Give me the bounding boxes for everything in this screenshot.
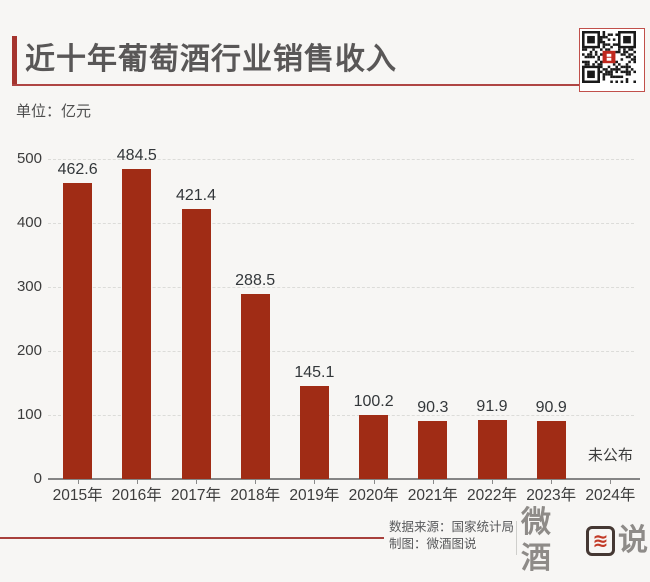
x-axis-tick-label: 2020年 [348, 487, 399, 504]
logo-text-left: 微酒 [521, 506, 553, 575]
x-axis-tick [255, 480, 257, 484]
qr-code-icon [579, 28, 645, 92]
y-axis-tick-label: 300 [16, 278, 42, 295]
x-axis-tick [77, 480, 79, 484]
bar [63, 182, 93, 479]
bar [181, 209, 211, 479]
x-axis-tick [610, 480, 612, 484]
x-axis-tick [196, 480, 197, 484]
x-axis-tick [492, 480, 493, 484]
bar [359, 414, 389, 479]
qr-code-pattern [582, 31, 636, 84]
bar-value-label: 288.5 [235, 272, 276, 290]
y-axis-tick-label: 400 [16, 214, 42, 231]
no-data-label: 未公布 [587, 447, 633, 464]
title-accent-bar [12, 36, 17, 84]
bar [122, 168, 152, 479]
x-axis-tick-label: 2022年 [467, 487, 517, 504]
x-axis-tick-label: 2024年 [585, 487, 636, 504]
logo-text-right: 说 [618, 524, 650, 557]
footer-accent-line [0, 537, 384, 539]
gridline [48, 287, 634, 288]
brand-logo: 微酒 ≋ 说 [521, 506, 650, 575]
bar-value-label: 91.9 [476, 398, 508, 416]
chart-credit-label: 制图：微酒图说 [389, 537, 477, 551]
y-axis-tick-label: 100 [16, 406, 42, 423]
gridline [48, 415, 634, 416]
x-axis-tick [136, 480, 138, 484]
gridline [48, 159, 634, 160]
unit-label: 单位：亿元 [16, 103, 92, 120]
x-axis-tick [432, 480, 434, 484]
bar-value-label: 90.3 [417, 399, 449, 417]
x-axis-tick-label: 2018年 [230, 487, 281, 504]
x-axis-tick-label: 2019年 [289, 487, 340, 504]
x-axis-line [48, 478, 640, 480]
footer-credits: 数据来源：国家统计局 制图：微酒图说 [389, 519, 514, 553]
data-source-label: 数据来源：国家统计局 [389, 520, 515, 534]
x-axis-tick-label: 2021年 [407, 487, 458, 504]
bar-value-label: 484.5 [116, 146, 157, 164]
y-axis-tick-label: 200 [16, 342, 42, 359]
x-axis-tick [314, 480, 316, 484]
footer-divider [516, 521, 517, 555]
x-axis-tick-label: 2023年 [526, 487, 577, 504]
x-axis-tick [551, 480, 553, 484]
gridline [48, 223, 634, 224]
x-axis-tick-label: 2016年 [111, 487, 162, 504]
bar-value-label: 145.1 [294, 364, 335, 382]
title-underline [12, 84, 643, 86]
bar [299, 386, 329, 479]
y-axis-tick-label: 500 [16, 150, 42, 167]
bar-value-label: 100.2 [353, 392, 394, 410]
bar [536, 420, 566, 479]
x-axis-tick-label: 2015年 [52, 487, 103, 504]
x-axis-tick-label: 2017年 [171, 487, 221, 504]
y-axis-tick-label: 0 [33, 470, 42, 487]
bar-value-label: 421.4 [175, 187, 217, 205]
x-axis-tick [373, 480, 375, 484]
gridline [48, 351, 634, 352]
bar-value-label: 90.9 [535, 398, 567, 416]
bar [240, 294, 270, 479]
bar [477, 420, 507, 479]
bar [418, 421, 448, 479]
page-title: 近十年葡萄酒行业销售收入 [25, 43, 397, 76]
logo-wave-icon: ≋ [585, 526, 615, 556]
bar-value-label: 462.6 [57, 160, 98, 178]
